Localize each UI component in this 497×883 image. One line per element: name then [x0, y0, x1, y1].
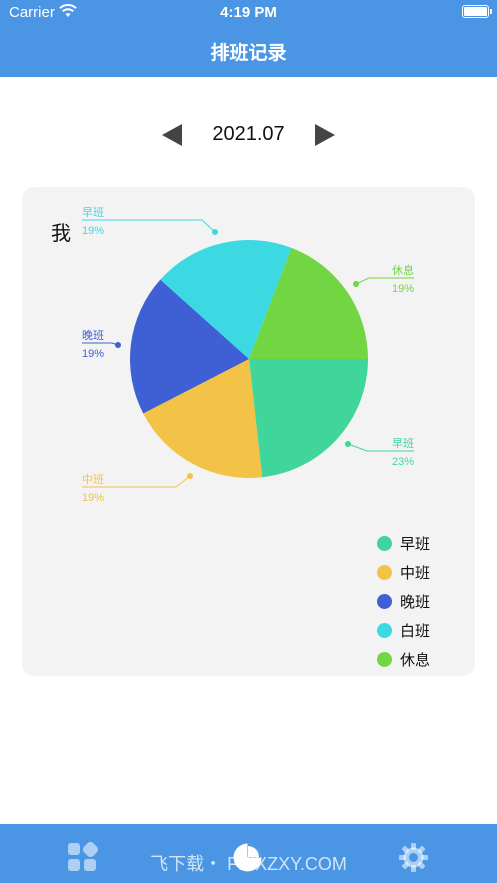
legend-dot: [377, 594, 392, 609]
callout-label: 中班: [82, 473, 104, 486]
callout-percent: 19%: [82, 348, 104, 360]
callout-percent: 19%: [392, 283, 414, 295]
previous-month-button[interactable]: [162, 124, 182, 146]
pie-chart: 早班 19% 休息 19% 晚班 19% 早班 23% 中班 19%: [82, 206, 414, 504]
navigation-bar: 排班记录: [0, 26, 497, 77]
wifi-icon: [59, 4, 77, 17]
callout-dot: [353, 281, 359, 287]
next-month-button[interactable]: [315, 124, 335, 146]
legend-item: 晚班: [377, 591, 467, 611]
page-title: 排班记录: [210, 43, 287, 64]
status-bar: Carrier 4:19 PM: [0, 0, 497, 26]
battery-icon: [462, 5, 492, 18]
callout-dot: [187, 473, 193, 479]
callout-percent: 19%: [82, 492, 104, 504]
date-selector: 2021.07: [0, 118, 497, 152]
callout-dot: [115, 342, 121, 348]
callout-percent: 23%: [392, 456, 414, 468]
pie-chart-icon[interactable]: [232, 842, 263, 873]
callout-dot: [345, 441, 351, 447]
legend-label: 晚班: [400, 594, 431, 611]
pie-slice: [249, 247, 368, 359]
current-month-label: 2021.07: [212, 123, 285, 145]
callout-line: [82, 219, 216, 233]
callout-label: 休息: [392, 263, 414, 277]
legend-dot: [377, 536, 392, 551]
gear-icon[interactable]: [398, 842, 429, 873]
schedule-card: 我 早班 19% 休息 19% 晚班 19% 早班 23% 中班 19% 早班 中班 晚班 白班 休息: [22, 187, 475, 676]
legend-label: 白班: [400, 623, 431, 640]
callout-line: [347, 443, 414, 452]
legend-label: 休息: [400, 652, 431, 669]
legend-item: 早班: [377, 533, 467, 553]
callout-label: 早班: [392, 437, 414, 450]
pie-slice: [249, 359, 368, 478]
pie-slice: [143, 359, 263, 478]
legend-item: 中班: [377, 562, 467, 582]
legend-item: 休息: [377, 649, 467, 669]
legend-label: 中班: [400, 565, 431, 582]
grid-icon[interactable]: [67, 842, 98, 873]
callout-line: [82, 342, 119, 346]
callout-label: 早班: [82, 206, 104, 219]
legend-item: 白班: [377, 620, 467, 640]
legend-dot: [377, 652, 392, 667]
callout-line: [355, 277, 414, 285]
pie-slice: [130, 279, 249, 414]
callout-percent: 19%: [82, 225, 104, 237]
status-time: 4:19 PM: [220, 4, 277, 21]
callout-dot: [212, 229, 218, 235]
person-label: 我: [51, 223, 71, 245]
callout-line: [82, 475, 191, 488]
tab-bar: 飞下载・ FEIXZXY.COM: [0, 824, 497, 883]
legend-dot: [377, 623, 392, 638]
callout-label: 晚班: [82, 329, 104, 342]
pie-slice: [160, 240, 292, 359]
carrier-label: Carrier: [9, 4, 55, 21]
legend-dot: [377, 565, 392, 580]
legend-label: 早班: [400, 536, 431, 553]
